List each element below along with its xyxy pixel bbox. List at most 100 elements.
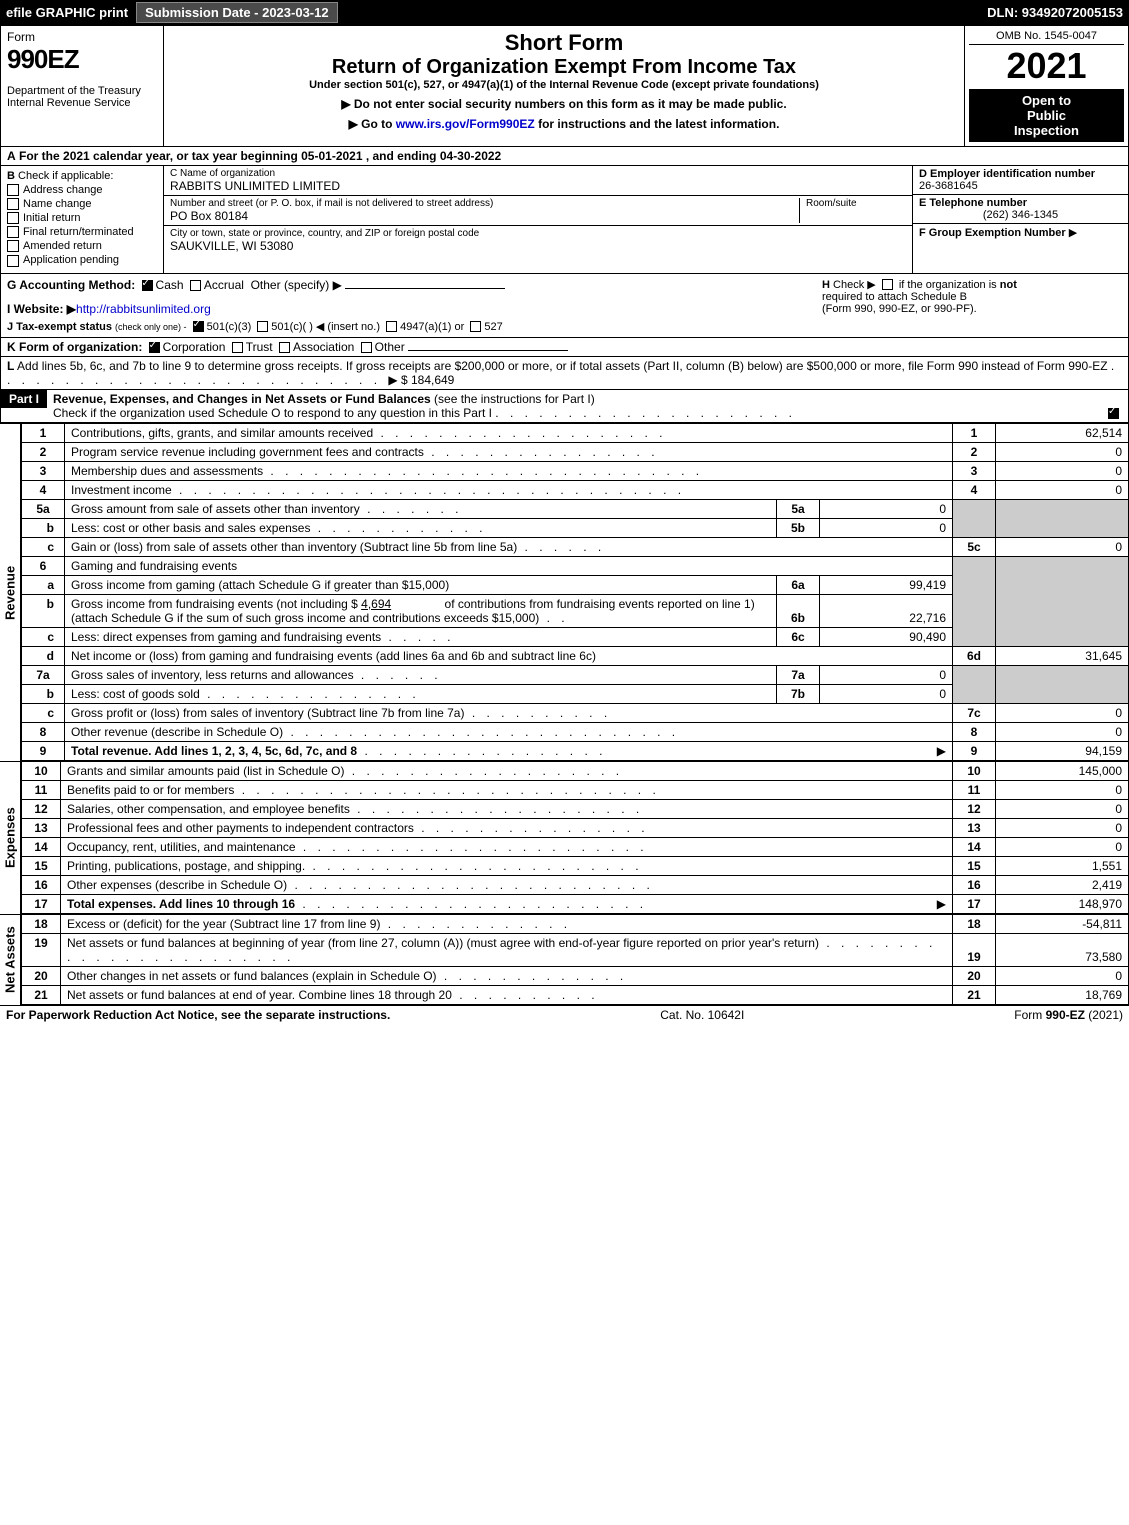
expenses-section: Expenses 10Grants and similar amounts pa… [0,761,1129,914]
org-name-label: C Name of organization [170,168,906,179]
l7c-r: 7c [953,703,996,722]
chk-schedule-o-part1[interactable] [1108,408,1119,419]
l6a-d: Gross income from gaming (attach Schedul… [65,575,777,594]
chk-schedule-b[interactable] [882,279,893,290]
line-20: 20 Other changes in net assets or fund ba… [22,966,1129,985]
chk-address-change[interactable]: Address change [7,184,157,196]
revenue-section: Revenue 1Contributions, gifts, grants, a… [0,423,1129,761]
row-a-text: For the 2021 calendar year, or tax year … [19,149,501,163]
city-cell: City or town, state or province, country… [164,226,912,255]
chk-final-label: Final return/terminated [23,226,134,238]
l14-r: 14 [953,837,996,856]
group-exemption-cell: F Group Exemption Number ▶ [913,224,1128,241]
chk-trust[interactable] [232,342,243,353]
return-title: Return of Organization Exempt From Incom… [170,56,958,79]
chk-501c3[interactable] [193,321,204,332]
col-b: B Check if applicable: Address change Na… [1,166,164,273]
l9-arrow: ▶ [937,744,946,758]
chk-name-change[interactable]: Name change [7,198,157,210]
chk-accrual[interactable] [190,280,201,291]
l18-d: Excess or (deficit) for the year (Subtra… [67,917,380,931]
phone-label: E Telephone number [919,197,1122,209]
chk-final-return[interactable]: Final return/terminated [7,226,157,238]
header-left: Form 990EZ Department of the Treasury In… [1,26,164,146]
instr-ssn: ▶ Do not enter social security numbers o… [170,97,958,111]
l16-a: 2,419 [996,875,1129,894]
under-section: Under section 501(c), 527, or 4947(a)(1)… [170,79,958,91]
h-t3: required to attach Schedule B [822,291,967,303]
l15-a: 1,551 [996,856,1129,875]
l18-n: 18 [22,914,61,933]
h-not: not [1000,279,1017,291]
l7b-sc: 7b [777,684,820,703]
l7a-sa: 0 [820,665,953,684]
org-name: RABBITS UNLIMITED LIMITED [170,179,906,193]
line-5c: cGain or (loss) from sale of assets othe… [22,537,1129,556]
l8-a: 0 [996,722,1129,741]
row-a: A For the 2021 calendar year, or tax yea… [0,147,1129,166]
chk-501c[interactable] [257,321,268,332]
l5c-n: c [22,537,65,556]
chk-initial-label: Initial return [23,212,80,224]
line-21: 21Net assets or fund balances at end of … [22,985,1129,1004]
section-ghij: G Accounting Method: Cash Accrual Other … [0,274,1129,338]
h-t1: Check ▶ [833,279,876,291]
l5c-r: 5c [953,537,996,556]
l8-n: 8 [22,722,65,741]
l18-a: -54,811 [996,914,1129,933]
l12-d: Salaries, other compensation, and employ… [67,802,350,816]
chk-address-label: Address change [23,184,103,196]
l18-r: 18 [953,914,996,933]
l12-r: 12 [953,799,996,818]
l-arrow: ▶ $ [388,373,407,387]
line-3: 3Membership dues and assessments . . . .… [22,461,1129,480]
irs-link[interactable]: www.irs.gov/Form990EZ [396,117,535,131]
header-right: OMB No. 1545-0047 2021 Open to Public In… [965,26,1128,146]
room-label: Room/suite [806,198,906,209]
l19-a: 73,580 [996,933,1129,966]
inspect-1: Open to [971,93,1122,108]
chk-527[interactable] [470,321,481,332]
ein-value: 26-3681645 [919,180,1122,192]
l5b-sa: 0 [820,518,953,537]
revenue-vlabel: Revenue [0,423,21,761]
chk-cash[interactable] [142,280,153,291]
line-14: 14Occupancy, rent, utilities, and mainte… [22,837,1129,856]
l10-r: 10 [953,761,996,780]
l6c-d: Less: direct expenses from gaming and fu… [71,630,381,644]
dots: . . . . . . . . . . . . . . . . . . . . … [495,406,796,420]
l8-r: 8 [953,722,996,741]
ein-label: D Employer identification number [919,168,1122,180]
expenses-table: 10Grants and similar amounts paid (list … [21,761,1129,914]
netassets-vlabel: Net Assets [0,914,21,1005]
l11-r: 11 [953,780,996,799]
dln-label: DLN: 93492072005153 [987,5,1123,20]
line-11: 11Benefits paid to or for members . . . … [22,780,1129,799]
chk-initial-return[interactable]: Initial return [7,212,157,224]
l20-r: 20 [953,966,996,985]
website-link[interactable]: http://rabbitsunlimited.org [76,302,211,316]
efile-label: efile GRAPHIC print [6,5,128,20]
l20-d: Other changes in net assets or fund bala… [67,969,437,983]
l7b-n: b [22,684,65,703]
chk-corporation[interactable] [149,342,160,353]
footer-right-post: (2021) [1085,1008,1123,1022]
l6d-r: 6d [953,646,996,665]
l5a-sa: 0 [820,499,953,518]
l2-a: 0 [996,442,1129,461]
chk-application-pending[interactable]: Application pending [7,254,157,266]
chk-4947[interactable] [386,321,397,332]
irs-label: Internal Revenue Service [7,97,157,109]
chk-other-org[interactable] [361,342,372,353]
j-4947: 4947(a)(1) or [400,321,464,333]
omb-number: OMB No. 1545-0047 [969,30,1124,45]
chk-association[interactable] [279,342,290,353]
trust-label: Trust [246,340,273,354]
header-center: Short Form Return of Organization Exempt… [164,26,965,146]
chk-amended-return[interactable]: Amended return [7,240,157,252]
l12-n: 12 [22,799,61,818]
l6b-n: b [22,594,65,627]
street-label: Number and street (or P. O. box, if mail… [170,198,793,209]
footer-left: For Paperwork Reduction Act Notice, see … [6,1008,390,1022]
l9-n: 9 [22,741,65,760]
